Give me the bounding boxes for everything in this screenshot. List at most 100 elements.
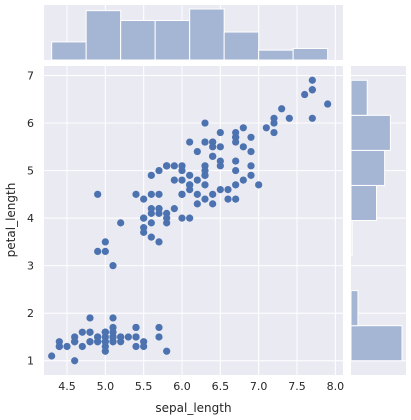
scatter-point [262, 124, 270, 132]
scatter-point [117, 219, 125, 227]
scatter-point [71, 357, 79, 365]
scatter-point [163, 214, 171, 222]
x-axis-label: sepal_length [155, 401, 231, 415]
scatter-gridlines [44, 66, 343, 375]
scatter-point [71, 338, 79, 346]
scatter-point [201, 181, 209, 189]
top-hist-bars [51, 8, 329, 61]
scatter-point [178, 214, 186, 222]
scatter-point [55, 342, 63, 351]
right-hist-bar [350, 290, 359, 327]
scatter-point [140, 214, 148, 222]
scatter-background [44, 66, 343, 375]
scatter-point [239, 176, 247, 184]
scatter-point [155, 333, 163, 341]
scatter-point [101, 338, 109, 346]
scatter-point [109, 328, 117, 336]
scatter-point [232, 195, 240, 203]
scatter-point [178, 190, 186, 198]
scatter-point [124, 333, 132, 341]
x-tick-label: 5.5 [135, 380, 153, 393]
scatter-point [232, 133, 240, 141]
scatter-point [285, 114, 293, 122]
scatter-point [216, 157, 224, 165]
scatter-point [132, 342, 140, 351]
scatter-point [209, 152, 217, 160]
scatter-point [78, 328, 86, 336]
scatter-point [278, 105, 286, 113]
scatter-point [308, 86, 316, 94]
scatter-point [117, 333, 125, 341]
y-tick-label: 1 [27, 355, 34, 368]
scatter-point [270, 119, 278, 127]
right-hist-bar [350, 79, 368, 116]
scatter-point [109, 262, 117, 270]
y-tick-label: 7 [27, 70, 34, 83]
x-tick-label: 7.5 [288, 380, 306, 393]
scatter-point [186, 171, 194, 179]
y-tick-label: 5 [27, 165, 34, 178]
y-axis-ticks: 1 2 3 4 5 6 7 [27, 70, 34, 368]
scatter-point [178, 176, 186, 184]
scatter-point [201, 166, 209, 175]
scatter-point [101, 328, 109, 336]
scatter-point [78, 342, 86, 351]
scatter-point [209, 200, 217, 208]
scatter-point [178, 166, 186, 175]
x-tick-label: 4.5 [58, 380, 76, 393]
scatter-point [155, 190, 163, 198]
x-tick-label: 6.5 [212, 380, 230, 393]
scatter-point [193, 176, 201, 184]
scatter-point [132, 323, 140, 332]
top-hist-bar [258, 49, 294, 61]
scatter-point [48, 352, 56, 360]
scatter-point [94, 338, 102, 346]
scatter-plot-area [44, 66, 343, 375]
scatter-point [170, 176, 178, 184]
top-hist-bar [223, 31, 260, 61]
scatter-point [201, 138, 209, 146]
scatter-point [201, 195, 209, 203]
right-marginal-histogram [350, 66, 406, 375]
scatter-point [155, 238, 163, 246]
y-tick-label: 2 [27, 307, 34, 320]
x-tick-label: 6.0 [173, 380, 191, 393]
scatter-point [239, 143, 247, 151]
right-hist-bar [350, 325, 403, 362]
scatter-point [94, 190, 102, 198]
y-axis-label: petal_length [4, 183, 18, 258]
scatter-point [147, 219, 155, 227]
x-tick-label: 7.0 [250, 380, 268, 393]
scatter-point [239, 124, 247, 132]
y-tick-label: 3 [27, 260, 34, 273]
scatter-point [109, 314, 117, 322]
scatter-point [186, 138, 194, 146]
scatter-point [209, 190, 217, 198]
scatter-point [94, 247, 102, 255]
scatter-point [101, 247, 109, 255]
right-hist-bars [350, 79, 403, 362]
scatter-point [186, 214, 194, 222]
right-hist-bar [350, 114, 391, 151]
right-hist-bar [350, 184, 377, 221]
scatter-point [247, 162, 255, 170]
scatter-point [155, 323, 163, 332]
scatter-point [216, 143, 224, 151]
scatter-point [247, 147, 255, 156]
scatter-point [101, 238, 109, 246]
scatter-point [140, 195, 148, 203]
scatter-point [232, 181, 240, 189]
scatter-point [247, 133, 255, 141]
scatter-point [224, 195, 232, 203]
scatter-point [86, 328, 94, 336]
top-hist-bar [85, 10, 122, 61]
scatter-point [232, 166, 240, 175]
scatter-point [255, 181, 263, 189]
scatter-point [232, 157, 240, 165]
scatter-point [216, 186, 224, 194]
scatter-point [308, 114, 316, 122]
scatter-point [163, 162, 171, 170]
x-axis-ticks: 4.5 5.0 5.5 6.0 6.5 7.0 7.5 8.0 [58, 380, 344, 393]
scatter-point [140, 228, 148, 236]
y-tick-label: 6 [27, 117, 34, 130]
